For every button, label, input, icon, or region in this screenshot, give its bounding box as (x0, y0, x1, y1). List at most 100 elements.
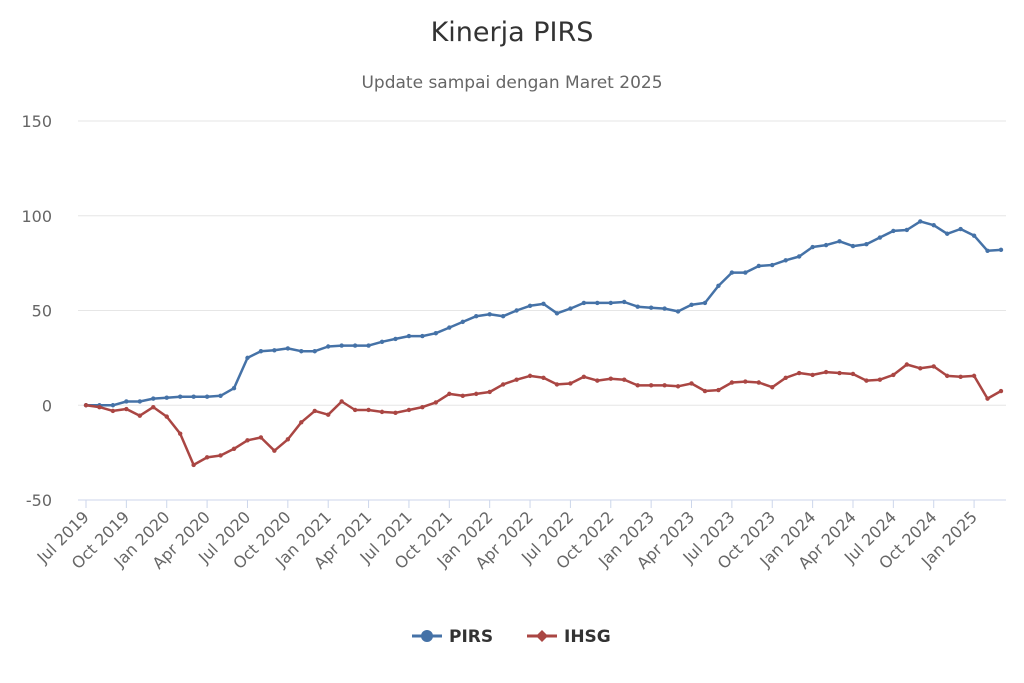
data-point-ihsg[interactable] (837, 370, 842, 376)
data-point-ihsg[interactable] (110, 408, 116, 414)
data-point-pirs[interactable] (366, 343, 371, 348)
data-point-pirs[interactable] (581, 300, 587, 306)
data-point-ihsg[interactable] (379, 409, 385, 415)
data-point-ihsg[interactable] (433, 400, 439, 405)
data-point-ihsg[interactable] (904, 362, 910, 367)
data-point-pirs[interactable] (460, 319, 465, 325)
data-point-ihsg[interactable] (352, 407, 358, 413)
data-point-ihsg[interactable] (823, 369, 829, 375)
data-point-pirs[interactable] (864, 241, 869, 247)
data-point-pirs[interactable] (433, 331, 439, 336)
data-point-ihsg[interactable] (447, 391, 452, 397)
data-point-pirs[interactable] (998, 247, 1004, 253)
data-point-pirs[interactable] (204, 394, 210, 399)
data-point-pirs[interactable] (689, 302, 694, 308)
data-point-pirs[interactable] (675, 309, 681, 314)
data-point-ihsg[interactable] (245, 438, 250, 443)
data-point-ihsg[interactable] (420, 404, 425, 410)
data-point-ihsg[interactable] (608, 376, 613, 381)
data-point-pirs[interactable] (702, 300, 708, 306)
data-point-ihsg[interactable] (568, 381, 573, 386)
data-point-pirs[interactable] (191, 394, 196, 399)
data-point-pirs[interactable] (918, 219, 923, 224)
data-point-pirs[interactable] (554, 311, 560, 316)
data-point-ihsg[interactable] (393, 410, 398, 416)
data-point-ihsg[interactable] (958, 374, 963, 380)
data-point-pirs[interactable] (258, 349, 264, 354)
data-point-pirs[interactable] (729, 270, 735, 275)
data-point-ihsg[interactable] (702, 388, 708, 394)
data-point-pirs[interactable] (312, 349, 317, 354)
data-point-pirs[interactable] (891, 228, 896, 234)
data-point-pirs[interactable] (568, 306, 573, 311)
data-point-pirs[interactable] (541, 301, 546, 307)
data-point-pirs[interactable] (393, 336, 398, 342)
data-point-ihsg[interactable] (218, 453, 223, 458)
data-point-ihsg[interactable] (137, 413, 143, 418)
data-point-ihsg[interactable] (97, 404, 102, 410)
data-point-pirs[interactable] (931, 223, 936, 228)
data-point-pirs[interactable] (850, 243, 856, 249)
data-point-pirs[interactable] (648, 305, 654, 310)
data-point-pirs[interactable] (339, 343, 344, 348)
data-point-pirs[interactable] (272, 348, 277, 353)
data-point-pirs[interactable] (326, 344, 331, 349)
data-point-pirs[interactable] (662, 306, 667, 311)
data-point-ihsg[interactable] (891, 372, 896, 378)
data-point-ihsg[interactable] (83, 403, 89, 408)
data-point-ihsg[interactable] (231, 446, 237, 452)
data-point-ihsg[interactable] (622, 377, 627, 382)
data-point-ihsg[interactable] (500, 382, 506, 387)
data-point-ihsg[interactable] (944, 373, 950, 379)
data-point-ihsg[interactable] (810, 372, 815, 378)
data-point-pirs[interactable] (514, 308, 519, 313)
data-point-ihsg[interactable] (527, 373, 533, 379)
data-point-ihsg[interactable] (689, 381, 694, 386)
data-point-pirs[interactable] (406, 333, 412, 339)
data-point-pirs[interactable] (527, 303, 533, 308)
data-point-ihsg[interactable] (366, 407, 371, 413)
data-point-pirs[interactable] (164, 395, 169, 400)
data-point-pirs[interactable] (944, 231, 950, 236)
data-point-ihsg[interactable] (635, 383, 640, 388)
data-point-pirs[interactable] (137, 399, 143, 404)
data-point-ihsg[interactable] (474, 391, 479, 397)
data-point-ihsg[interactable] (326, 412, 331, 417)
data-point-pirs[interactable] (971, 233, 977, 238)
data-point-ihsg[interactable] (581, 374, 587, 380)
data-point-ihsg[interactable] (406, 407, 412, 413)
data-point-pirs[interactable] (285, 346, 291, 351)
data-point-ihsg[interactable] (312, 408, 317, 414)
data-point-pirs[interactable] (608, 300, 613, 306)
data-point-pirs[interactable] (823, 242, 829, 248)
data-point-pirs[interactable] (635, 304, 640, 309)
data-point-pirs[interactable] (756, 263, 761, 269)
data-point-ihsg[interactable] (285, 437, 291, 442)
data-point-pirs[interactable] (352, 343, 358, 348)
data-point-ihsg[interactable] (783, 375, 788, 380)
data-point-pirs[interactable] (958, 226, 963, 232)
data-point-ihsg[interactable] (864, 378, 869, 383)
data-point-ihsg[interactable] (675, 384, 681, 389)
data-point-ihsg[interactable] (716, 387, 721, 393)
data-point-ihsg[interactable] (191, 462, 196, 468)
data-point-ihsg[interactable] (770, 385, 775, 390)
data-point-pirs[interactable] (177, 394, 183, 399)
data-point-ihsg[interactable] (204, 455, 210, 460)
data-point-ihsg[interactable] (164, 414, 169, 419)
data-point-ihsg[interactable] (985, 396, 990, 401)
data-point-pirs[interactable] (770, 262, 775, 268)
data-point-ihsg[interactable] (487, 389, 492, 395)
data-point-pirs[interactable] (487, 312, 492, 317)
data-point-ihsg[interactable] (151, 404, 156, 410)
legend-item-ihsg[interactable]: IHSG (527, 627, 611, 647)
data-point-ihsg[interactable] (514, 377, 519, 382)
data-point-ihsg[interactable] (877, 377, 883, 382)
data-point-ihsg[interactable] (796, 370, 802, 376)
data-point-ihsg[interactable] (743, 379, 748, 384)
data-point-pirs[interactable] (379, 339, 385, 344)
data-point-pirs[interactable] (783, 258, 788, 263)
data-point-pirs[interactable] (447, 325, 452, 330)
data-point-pirs[interactable] (837, 239, 842, 244)
data-point-pirs[interactable] (743, 270, 748, 275)
